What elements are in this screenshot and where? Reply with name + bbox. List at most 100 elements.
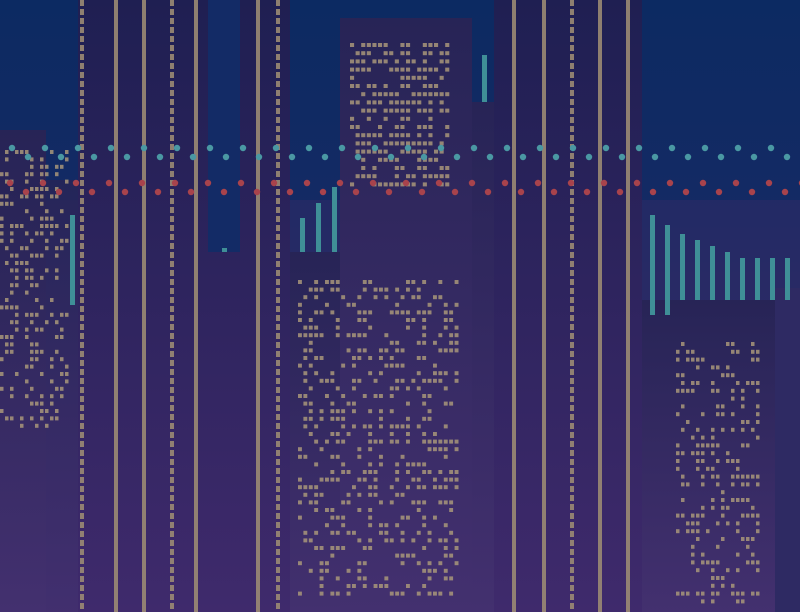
window	[308, 287, 313, 292]
window	[726, 568, 730, 573]
window	[445, 92, 450, 97]
window	[438, 561, 443, 566]
window	[383, 141, 388, 146]
window	[711, 599, 715, 604]
window	[445, 43, 450, 47]
window	[314, 439, 319, 444]
window	[422, 67, 427, 72]
window	[395, 310, 400, 315]
window	[372, 166, 377, 170]
window	[406, 424, 410, 429]
window	[372, 59, 377, 64]
window	[443, 325, 448, 330]
window	[445, 174, 450, 179]
window	[15, 312, 19, 317]
window	[25, 268, 29, 273]
window	[330, 401, 335, 406]
window	[0, 231, 4, 236]
window	[372, 92, 377, 97]
window	[30, 187, 34, 191]
window	[741, 427, 745, 432]
window	[716, 521, 720, 526]
window	[335, 546, 340, 550]
window	[411, 174, 416, 179]
window	[60, 386, 64, 391]
window	[691, 451, 695, 456]
window	[378, 43, 383, 47]
window	[400, 591, 405, 596]
light-dot	[288, 153, 296, 161]
window	[357, 348, 362, 353]
window	[741, 404, 745, 409]
window	[40, 253, 44, 258]
window	[422, 356, 427, 360]
window	[352, 378, 356, 383]
light-dot	[600, 179, 608, 187]
window	[55, 194, 59, 199]
light-dot	[684, 153, 692, 161]
light-dot	[602, 144, 610, 152]
window	[303, 295, 308, 300]
window	[691, 381, 695, 385]
window	[389, 51, 394, 56]
window	[445, 125, 450, 129]
window	[417, 67, 422, 72]
window	[65, 238, 69, 243]
window	[357, 318, 362, 322]
window	[368, 515, 373, 520]
window	[383, 84, 388, 88]
window	[751, 342, 755, 346]
window	[445, 133, 450, 138]
window	[711, 474, 715, 479]
window	[352, 424, 356, 429]
window	[751, 381, 755, 385]
light-dot	[585, 153, 593, 161]
light-dot	[336, 179, 344, 187]
window	[325, 302, 329, 307]
window	[701, 591, 705, 596]
light-dot	[338, 144, 346, 152]
window	[443, 523, 448, 528]
light-dot	[74, 144, 82, 152]
window	[676, 529, 680, 534]
light-dot	[173, 144, 181, 152]
window	[335, 515, 340, 520]
window	[676, 513, 680, 518]
window	[406, 100, 411, 105]
window	[357, 492, 362, 497]
window	[35, 349, 39, 354]
window	[15, 268, 19, 273]
window	[308, 500, 313, 505]
window	[741, 498, 745, 502]
window	[711, 576, 715, 580]
window	[400, 454, 405, 459]
window	[422, 149, 427, 154]
window	[416, 310, 421, 315]
window	[303, 416, 308, 421]
window	[443, 553, 448, 558]
light-dot	[88, 188, 96, 196]
window	[756, 357, 760, 362]
window	[368, 523, 373, 528]
building	[78, 0, 290, 612]
window	[422, 401, 427, 406]
window	[711, 466, 715, 471]
window	[298, 318, 302, 322]
window	[400, 378, 405, 383]
window	[731, 459, 735, 463]
window	[35, 327, 39, 332]
window	[681, 591, 685, 596]
window	[721, 505, 725, 510]
window	[746, 420, 750, 424]
window	[395, 439, 400, 444]
window	[736, 599, 740, 604]
window	[378, 157, 383, 162]
window	[368, 492, 373, 497]
window	[686, 420, 690, 424]
light-dot	[90, 153, 98, 161]
window	[346, 401, 351, 406]
window	[383, 157, 388, 162]
window	[0, 238, 4, 243]
window	[389, 133, 394, 138]
